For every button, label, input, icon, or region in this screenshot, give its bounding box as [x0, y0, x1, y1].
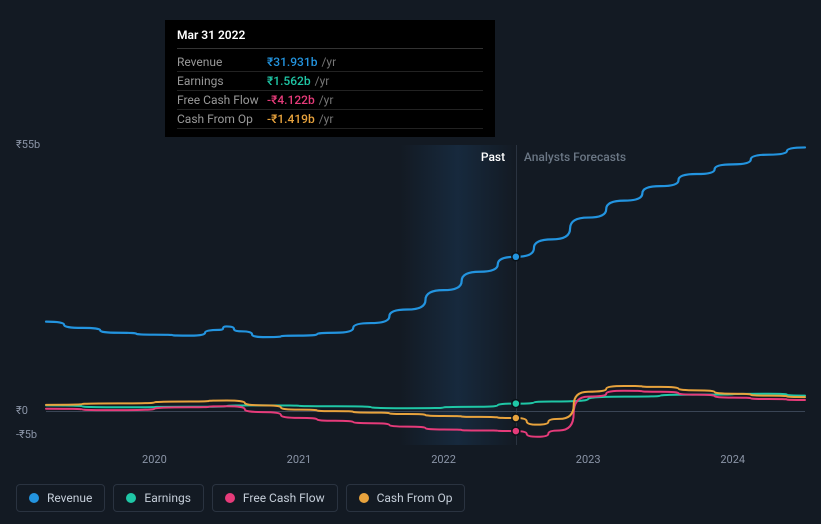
legend-label: Cash From Op	[377, 491, 453, 505]
tooltip-row-value: -₹1.419b	[267, 112, 315, 126]
tooltip-row: Earnings₹1.562b/yr	[177, 72, 483, 91]
x-axis-label: 2022	[431, 453, 456, 466]
legend-swatch	[126, 493, 136, 503]
legend-item-revenue[interactable]: Revenue	[16, 484, 105, 512]
tooltip-row-value: -₹4.122b	[267, 93, 315, 107]
chart-tooltip: Mar 31 2022 Revenue₹31.931b/yrEarnings₹1…	[165, 20, 495, 137]
legend-item-earnings[interactable]: Earnings	[113, 484, 204, 512]
chart-lines	[16, 125, 805, 475]
legend-item-fcf[interactable]: Free Cash Flow	[212, 484, 338, 512]
legend-swatch	[225, 493, 235, 503]
x-axis-label: 2024	[720, 453, 745, 466]
financials-chart: Past Analysts Forecasts ₹55b₹0-₹5b202020…	[16, 125, 805, 465]
series-marker-cfo	[512, 414, 520, 422]
legend-item-cfo[interactable]: Cash From Op	[346, 484, 466, 512]
x-axis-label: 2021	[287, 453, 312, 466]
y-axis-label: -₹5b	[16, 428, 37, 441]
tooltip-row-unit: /yr	[319, 93, 334, 107]
tooltip-row-label: Free Cash Flow	[177, 93, 267, 107]
tooltip-row-label: Cash From Op	[177, 112, 267, 126]
series-marker-revenue	[512, 253, 520, 261]
legend-label: Free Cash Flow	[243, 491, 325, 505]
tooltip-date: Mar 31 2022	[177, 28, 483, 49]
tooltip-row: Cash From Op-₹1.419b/yr	[177, 110, 483, 129]
tooltip-row: Revenue₹31.931b/yr	[177, 53, 483, 72]
series-line-cfo	[46, 386, 805, 425]
y-axis-label: ₹0	[16, 404, 28, 417]
chart-legend: Revenue Earnings Free Cash Flow Cash From O…	[16, 484, 465, 512]
series-line-revenue	[46, 147, 805, 337]
legend-swatch	[359, 493, 369, 503]
tooltip-row-label: Earnings	[177, 74, 267, 88]
tooltip-row: Free Cash Flow-₹4.122b/yr	[177, 91, 483, 110]
series-marker-fcf	[512, 427, 520, 435]
series-marker-earnings	[512, 400, 520, 408]
tooltip-row-value: ₹1.562b	[267, 74, 311, 88]
y-axis-label: ₹55b	[16, 138, 40, 151]
x-axis-label: 2020	[142, 453, 167, 466]
tooltip-row-label: Revenue	[177, 55, 267, 69]
tooltip-row-unit: /yr	[319, 112, 334, 126]
legend-label: Revenue	[47, 491, 92, 505]
tooltip-row-unit: /yr	[321, 55, 336, 69]
series-line-earnings	[46, 394, 805, 409]
tooltip-row-value: ₹31.931b	[267, 55, 317, 69]
series-line-fcf	[46, 391, 805, 437]
x-axis-label: 2023	[576, 453, 601, 466]
legend-label: Earnings	[144, 491, 191, 505]
legend-swatch	[29, 493, 39, 503]
tooltip-row-unit: /yr	[315, 74, 330, 88]
